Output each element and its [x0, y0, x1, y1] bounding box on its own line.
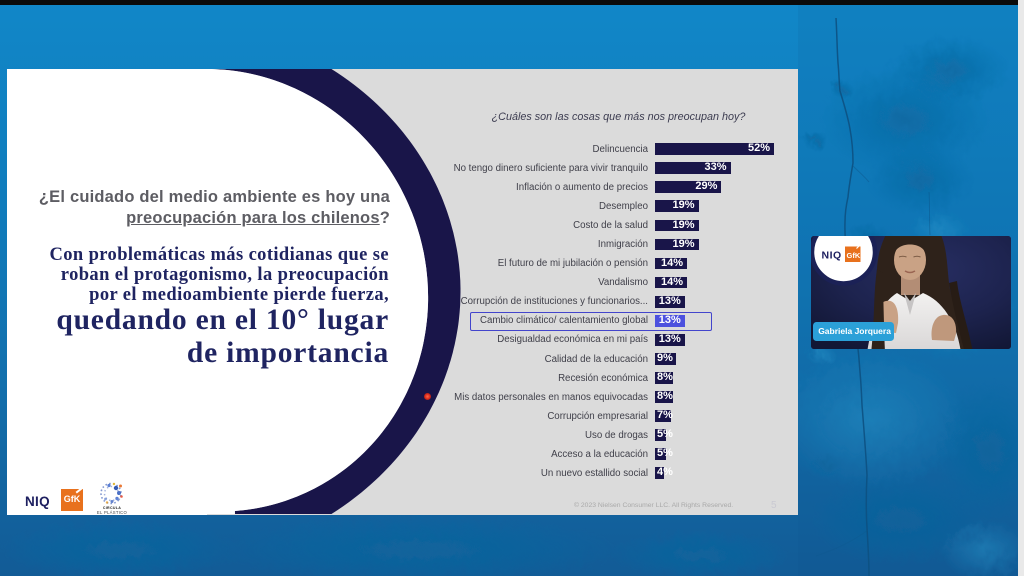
svg-text:NIQ: NIQ [821, 250, 841, 262]
svg-text:GfK: GfK [846, 251, 860, 260]
